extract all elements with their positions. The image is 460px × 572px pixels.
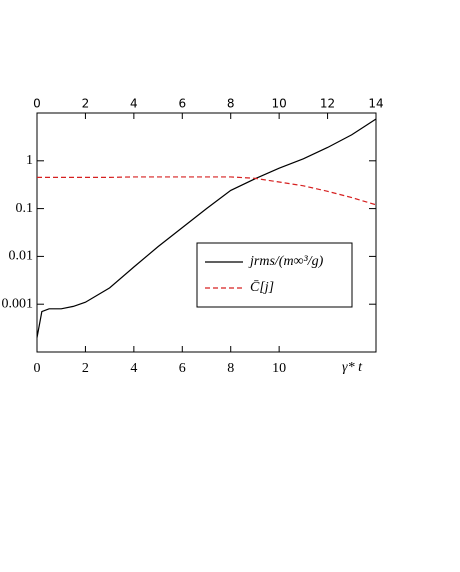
top-tick-label: 2 <box>82 97 90 111</box>
plot-frame <box>36 112 377 353</box>
top-tick-label: 10 <box>272 97 287 111</box>
y-tick-label: 0.001 <box>2 296 34 311</box>
y-tick-label: 0.01 <box>9 249 34 264</box>
top-tick-label: 12 <box>320 97 335 111</box>
x-tick-label: 8 <box>227 361 234 376</box>
top-tick-label: 6 <box>178 97 186 111</box>
top-tick-label: 8 <box>227 97 235 111</box>
series-line <box>37 176 377 206</box>
top-tick-label: 0 <box>33 97 41 111</box>
legend-label: jrms/(m∞³/g) <box>248 254 324 269</box>
y-tick-label: 1 <box>26 153 33 168</box>
legend-label: C̄[j] <box>250 280 274 295</box>
x-tick-label: 0 <box>34 361 41 376</box>
y-tick-label: 0.1 <box>16 201 34 216</box>
x-axis-label: γ* t <box>342 360 363 375</box>
x-tick-label: 10 <box>272 361 286 376</box>
x-tick-label: 4 <box>130 361 137 376</box>
x-tick-label: 6 <box>179 361 186 376</box>
series-line <box>36 118 377 338</box>
x-tick-label: 2 <box>82 361 89 376</box>
legend-box <box>196 242 353 308</box>
top-tick-label: 4 <box>130 97 138 111</box>
top-tick-label: 14 <box>368 97 383 111</box>
